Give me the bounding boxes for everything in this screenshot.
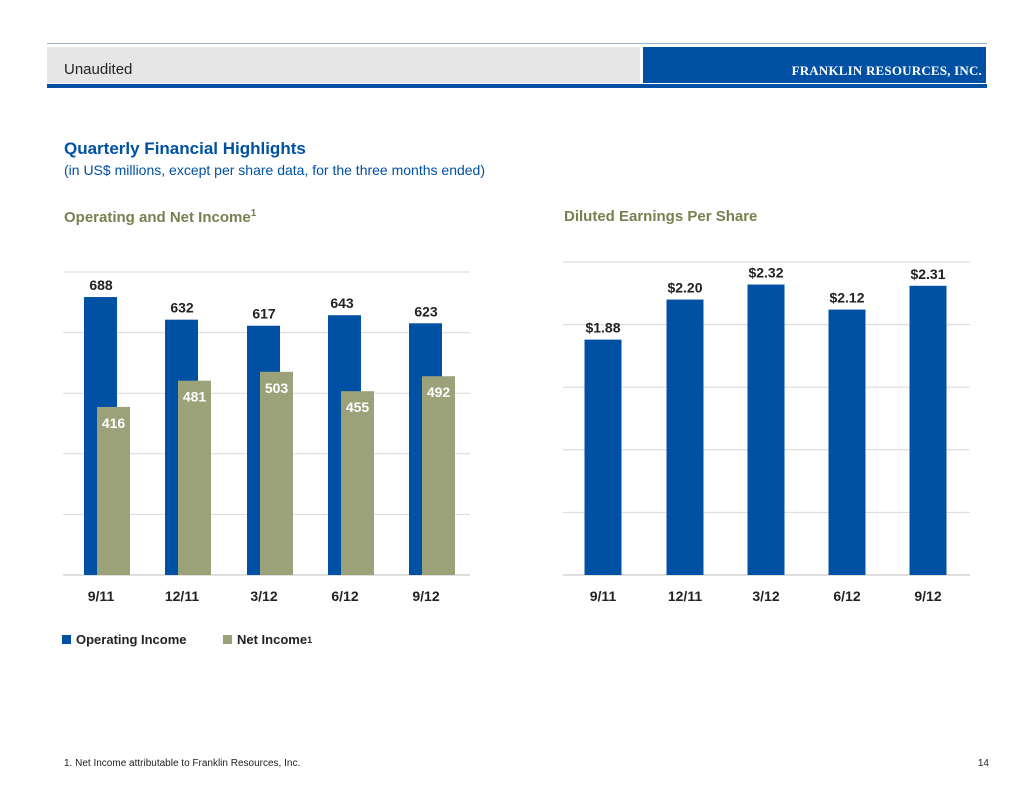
operating-income-label: 688	[89, 277, 113, 293]
eps-x-tick-label: 9/12	[914, 588, 941, 604]
header-underline	[47, 84, 987, 88]
eps-x-tick-label: 3/12	[752, 588, 779, 604]
eps-chart-title: Diluted Earnings Per Share	[564, 208, 758, 225]
net-income-label: 455	[346, 399, 370, 415]
operating-income-label: 623	[414, 303, 438, 319]
operating-income-label: 643	[330, 295, 354, 311]
eps-value-label: $2.20	[667, 280, 702, 296]
net-income-bar	[341, 391, 374, 575]
net-legend-sup: 1	[307, 634, 313, 645]
page-number: 14	[977, 758, 989, 769]
income-x-tick-label: 9/11	[88, 588, 115, 604]
net-legend-label: Net Income	[237, 632, 308, 647]
footnote: 1. Net Income attributable to Franklin R…	[64, 758, 301, 769]
net-income-bar	[422, 376, 455, 575]
eps-value-label: $1.88	[585, 320, 620, 336]
operating-income-label: 617	[252, 306, 276, 322]
net-legend-swatch	[223, 635, 232, 644]
page-subtitle: (in US$ millions, except per share data,…	[64, 162, 485, 178]
eps-x-tick-label: 9/11	[590, 588, 617, 604]
eps-bar	[584, 339, 622, 575]
page-title: Quarterly Financial Highlights	[64, 139, 306, 158]
net-income-label: 481	[183, 389, 207, 405]
eps-value-label: $2.32	[748, 265, 783, 281]
legend-operating-income: Operating Income	[62, 632, 187, 647]
net-income-label: 503	[265, 380, 289, 396]
company-name: FRANKLIN RESOURCES, INC.	[791, 63, 982, 78]
income-x-tick-label: 9/12	[412, 588, 439, 604]
net-income-bar	[260, 371, 293, 575]
operating-legend-swatch	[62, 635, 71, 644]
operating-income-label: 632	[170, 300, 194, 316]
eps-value-label: $2.31	[910, 266, 945, 282]
header-left-panel	[47, 47, 640, 83]
header-right-panel	[643, 47, 986, 83]
operating-legend-label: Operating Income	[76, 632, 187, 647]
net-income-bar	[178, 380, 211, 575]
eps-bar	[666, 299, 704, 575]
income-x-tick-label: 6/12	[331, 588, 358, 604]
net-income-label: 492	[427, 384, 451, 400]
header-top-rule	[47, 43, 987, 44]
net-income-bar	[97, 406, 130, 575]
eps-bar	[828, 309, 866, 575]
eps-value-label: $2.12	[829, 290, 864, 306]
eps-bar	[909, 285, 947, 575]
unaudited-label: Unaudited	[64, 61, 133, 78]
legend-net-income: Net Income 1	[223, 632, 312, 647]
eps-bar	[747, 284, 785, 575]
income-chart-title: Operating and Net Income1	[64, 208, 257, 226]
net-income-label: 416	[102, 415, 126, 431]
income-x-tick-label: 12/11	[165, 588, 199, 604]
income-x-tick-label: 3/12	[250, 588, 277, 604]
eps-x-tick-label: 12/11	[668, 588, 702, 604]
eps-x-tick-label: 6/12	[833, 588, 860, 604]
